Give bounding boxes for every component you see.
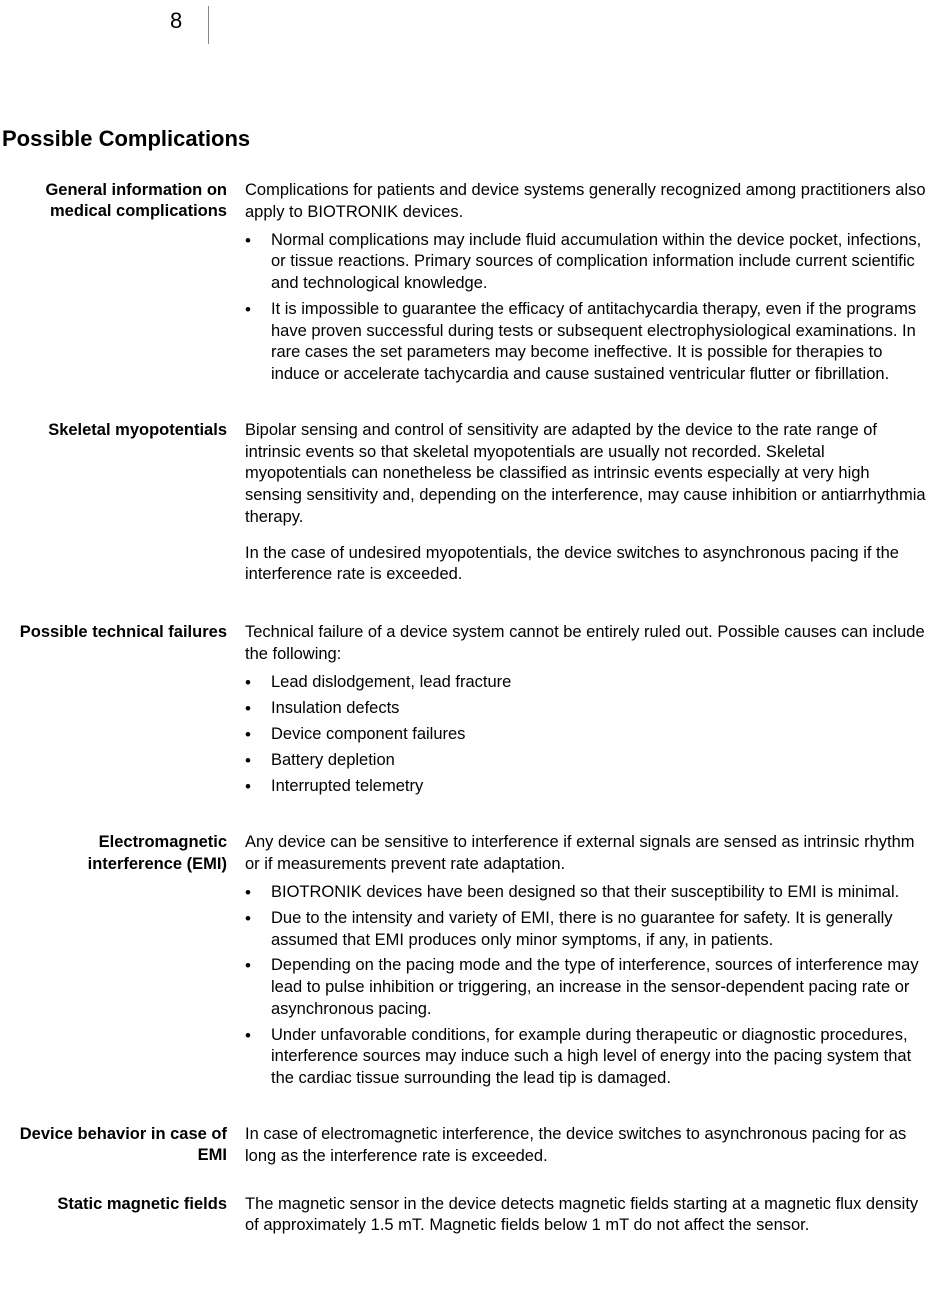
list-item-text: BIOTRONIK devices have been designed so …	[271, 882, 930, 904]
document-page: 8 Possible Complications General informa…	[0, 0, 940, 1307]
list-item-text: Lead dislodgement, lead fracture	[271, 672, 930, 694]
bullet-icon: •	[245, 882, 271, 904]
entry-body: Complications for patients and device sy…	[245, 180, 940, 390]
entry-label: Electromagnetic interference (EMI)	[0, 832, 245, 1094]
bullet-icon: •	[245, 955, 271, 1020]
entry-label: Device behavior in case of EMI	[0, 1124, 245, 1174]
list-item-text: Due to the intensity and variety of EMI,…	[271, 908, 930, 952]
paragraph: The magnetic sensor in the device detect…	[245, 1194, 930, 1238]
list-item-text: It is impossible to guarantee the effica…	[271, 299, 930, 386]
list-item-text: Normal complications may include fluid a…	[271, 230, 930, 295]
bullet-icon: •	[245, 299, 271, 386]
list-item-text: Under unfavorable conditions, for exampl…	[271, 1025, 930, 1090]
entry-emi: Electromagnetic interference (EMI) Any d…	[0, 832, 940, 1094]
list-item: •Interrupted telemetry	[245, 776, 930, 798]
entry-general-info: General information on medical complicat…	[0, 180, 940, 390]
entry-body: Technical failure of a device system can…	[245, 622, 940, 802]
bullet-icon: •	[245, 908, 271, 952]
list-item: •It is impossible to guarantee the effic…	[245, 299, 930, 386]
list-item: •Device component failures	[245, 724, 930, 746]
bullet-icon: •	[245, 750, 271, 772]
list-item-text: Device component failures	[271, 724, 930, 746]
bullet-icon: •	[245, 776, 271, 798]
header-rule	[208, 6, 209, 44]
entry-body: The magnetic sensor in the device detect…	[245, 1194, 940, 1244]
page-number: 8	[170, 6, 208, 34]
list-item: •Depending on the pacing mode and the ty…	[245, 955, 930, 1020]
entry-body: Bipolar sensing and control of sensitivi…	[245, 420, 940, 592]
entry-device-behavior-emi: Device behavior in case of EMI In case o…	[0, 1124, 940, 1174]
entry-label: General information on medical complicat…	[0, 180, 245, 390]
paragraph: In the case of undesired myopotentials, …	[245, 543, 930, 587]
entry-label: Static magnetic fields	[0, 1194, 245, 1244]
bullet-list: •Lead dislodgement, lead fracture •Insul…	[245, 672, 930, 798]
list-item: •BIOTRONIK devices have been designed so…	[245, 882, 930, 904]
entries-container: General information on medical complicat…	[0, 180, 940, 1243]
entry-intro: Complications for patients and device sy…	[245, 180, 930, 224]
list-item-text: Insulation defects	[271, 698, 930, 720]
list-item-text: Depending on the pacing mode and the typ…	[271, 955, 930, 1020]
bullet-icon: •	[245, 724, 271, 746]
paragraph: In case of electromagnetic interference,…	[245, 1124, 930, 1168]
bullet-icon: •	[245, 672, 271, 694]
list-item: •Battery depletion	[245, 750, 930, 772]
entry-static-magnetic-fields: Static magnetic fields The magnetic sens…	[0, 1194, 940, 1244]
paragraph: Bipolar sensing and control of sensitivi…	[245, 420, 930, 529]
entry-body: In case of electromagnetic interference,…	[245, 1124, 940, 1174]
section-title: Possible Complications	[0, 126, 940, 152]
bullet-list: •Normal complications may include fluid …	[245, 230, 930, 386]
list-item: •Insulation defects	[245, 698, 930, 720]
entry-label: Skeletal myopotentials	[0, 420, 245, 592]
list-item-text: Battery depletion	[271, 750, 930, 772]
list-item-text: Interrupted telemetry	[271, 776, 930, 798]
list-item: •Due to the intensity and variety of EMI…	[245, 908, 930, 952]
bullet-icon: •	[245, 698, 271, 720]
list-item: •Under unfavorable conditions, for examp…	[245, 1025, 930, 1090]
page-header: 8	[0, 0, 940, 44]
entry-skeletal-myopotentials: Skeletal myopotentials Bipolar sensing a…	[0, 420, 940, 592]
entry-intro: Technical failure of a device system can…	[245, 622, 930, 666]
list-item: •Normal complications may include fluid …	[245, 230, 930, 295]
bullet-icon: •	[245, 1025, 271, 1090]
entry-label: Possible technical failures	[0, 622, 245, 802]
list-item: •Lead dislodgement, lead fracture	[245, 672, 930, 694]
entry-intro: Any device can be sensitive to interfere…	[245, 832, 930, 876]
entry-technical-failures: Possible technical failures Technical fa…	[0, 622, 940, 802]
bullet-icon: •	[245, 230, 271, 295]
entry-body: Any device can be sensitive to interfere…	[245, 832, 940, 1094]
bullet-list: •BIOTRONIK devices have been designed so…	[245, 882, 930, 1090]
